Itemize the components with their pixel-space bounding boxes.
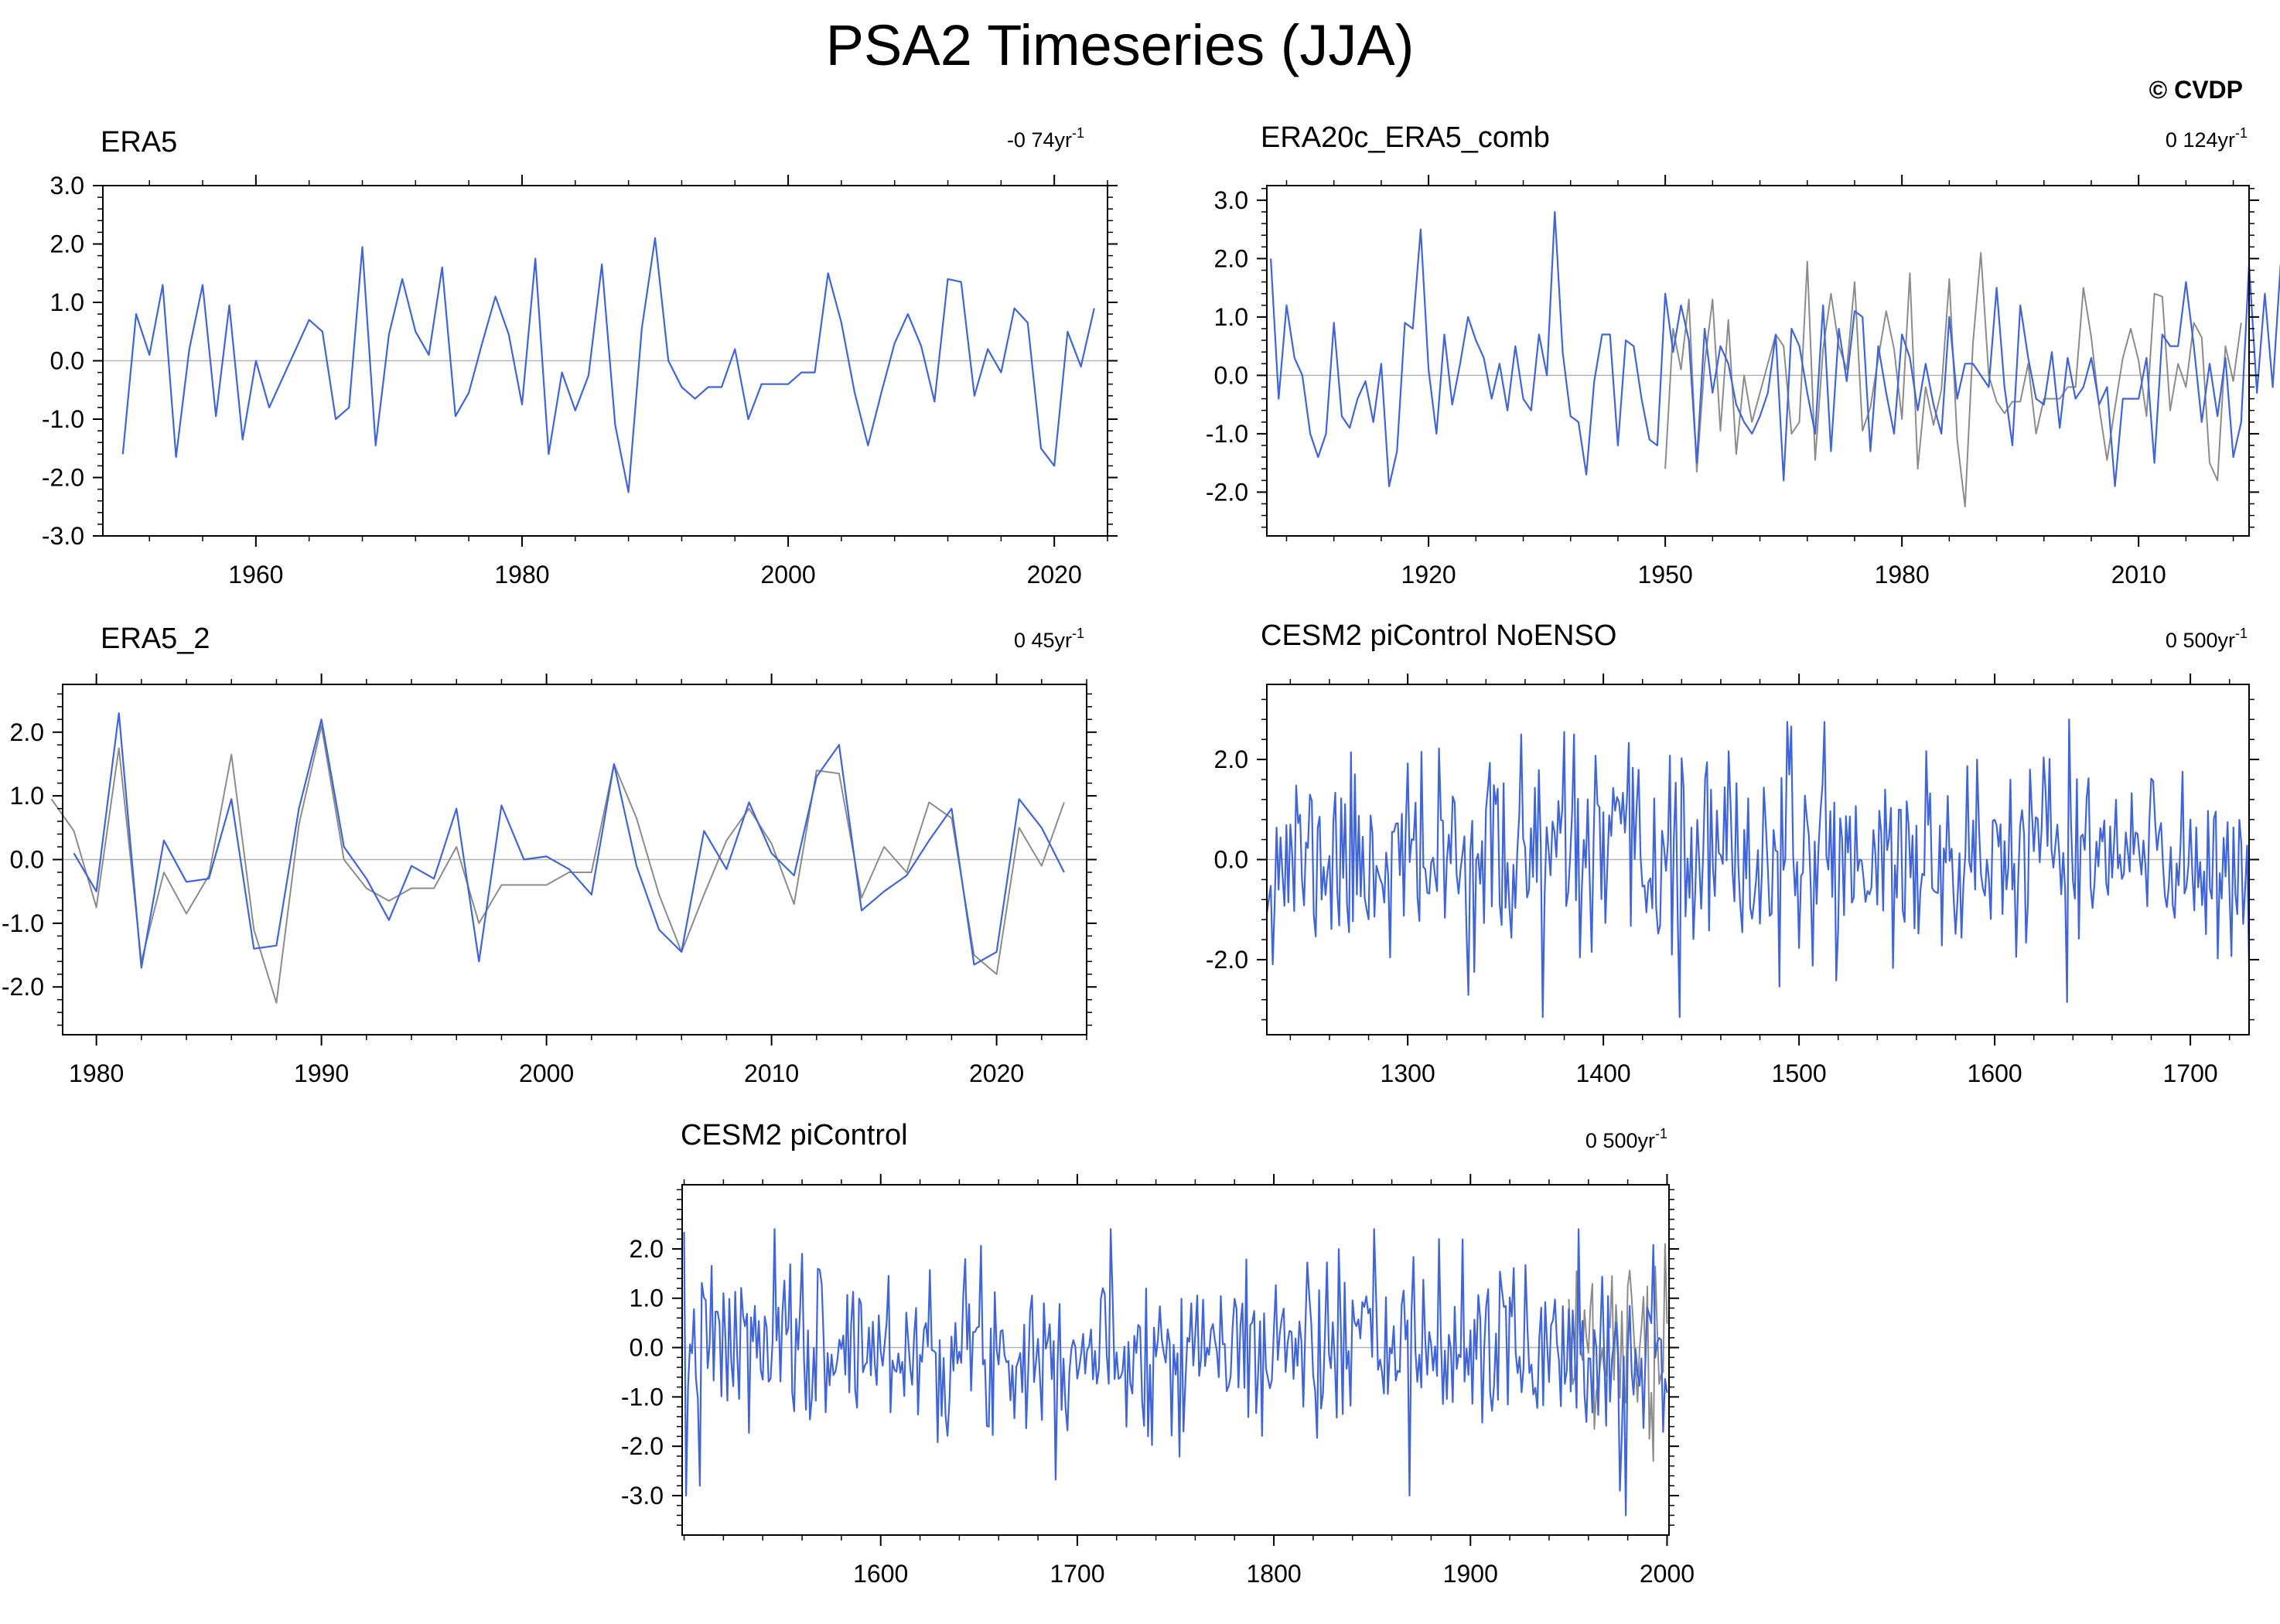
- x-tick-label: 1300: [1381, 1059, 1435, 1087]
- panel-title: ERA20c_ERA5_comb: [1261, 121, 1550, 154]
- trend-label: 0 500yr-1: [2166, 626, 2248, 652]
- series-line-model: [1270, 210, 2280, 487]
- panel-title: ERA5: [101, 126, 177, 159]
- series-line-model: [683, 1228, 1668, 1517]
- series-line-obs: [1568, 1243, 1668, 1462]
- panel-cesm2-picontrol-noenso: CESM2 piControl NoENSO 0 500yr-1 -2.0 0.0…: [1206, 619, 2259, 1087]
- y-tick-label: 2.0: [10, 718, 44, 746]
- y-tick-label: -2.0: [621, 1432, 664, 1460]
- y-tick-label: 0.0: [50, 347, 84, 375]
- series-line-model: [73, 712, 1065, 969]
- y-tick-label: 1.0: [630, 1285, 664, 1312]
- x-tick-label: 1500: [1772, 1059, 1827, 1087]
- y-tick-label: 0.0: [1214, 846, 1248, 874]
- y-tick-label: 1.0: [1214, 303, 1248, 331]
- panel-cesm2-picontrol: CESM2 piControl 0 500yr-1 -3.0 -2.0 -1.0 0.…: [621, 1119, 1695, 1588]
- y-tick-label: -1.0: [42, 405, 84, 433]
- y-tick-label: 0.0: [10, 846, 44, 874]
- x-tick-label: 2020: [969, 1059, 1024, 1087]
- y-tick-label: 2.0: [1214, 244, 1248, 272]
- panel-title: ERA5_2: [101, 623, 210, 655]
- panel-title: CESM2 piControl NoENSO: [1261, 619, 1616, 652]
- y-tick-label: 2.0: [1214, 745, 1248, 773]
- x-tick-label: 1900: [1443, 1560, 1498, 1588]
- y-tick-label: -2.0: [1206, 478, 1248, 506]
- y-tick-label: -3.0: [42, 522, 84, 550]
- x-tick-label: 1950: [1638, 561, 1693, 589]
- y-tick-label: 2.0: [50, 230, 84, 258]
- x-tick-label: 1920: [1401, 561, 1456, 589]
- x-tick-label: 1980: [494, 561, 549, 589]
- x-tick-label: 2000: [519, 1059, 574, 1087]
- y-tick-label: -2.0: [2, 973, 44, 1001]
- y-tick-label: 2.0: [630, 1235, 664, 1263]
- trend-label: 0 500yr-1: [1585, 1126, 1667, 1152]
- x-tick-label: 1600: [1968, 1059, 2022, 1087]
- series-line-model: [121, 237, 1095, 493]
- plot-frame: [1266, 185, 2250, 537]
- trend-label: 0 45yr-1: [1014, 626, 1084, 652]
- panel-era20c-era5-comb: ERA20c_ERA5_comb 0 124yr-1 -2.0 -1.0 0.0 1.…: [1206, 121, 2280, 589]
- y-tick-label: 3.0: [1214, 186, 1248, 214]
- figure-title: PSA2 Timeseries (JJA): [826, 13, 1415, 77]
- y-tick-label: 0.0: [1214, 361, 1248, 389]
- panel-era5-2: ERA5_2 0 45yr-1 -2.0 -1.0 0.0 1.0 2.0 1980 199…: [2, 623, 1097, 1087]
- y-tick-label: 0.0: [630, 1334, 664, 1362]
- series-line-obs: [1664, 251, 2242, 508]
- panel-era5: ERA5 -0 74yr-1 -3.0 -2.0 -1.0 0.0 1.0 2.0 3.0 1…: [42, 125, 1118, 589]
- x-tick-label: 1960: [228, 561, 283, 589]
- x-tick-label: 2000: [760, 561, 815, 589]
- y-tick-label: -1.0: [621, 1383, 664, 1411]
- x-tick-label: 2000: [1640, 1560, 1695, 1588]
- x-tick-label: 2020: [1027, 561, 1082, 589]
- series-line-model: [1265, 718, 2251, 1018]
- y-tick-label: 1.0: [10, 782, 44, 810]
- trend-label: 0 124yr-1: [2166, 125, 2248, 152]
- trend-label: -0 74yr-1: [1007, 125, 1084, 152]
- x-tick-label: 1800: [1246, 1560, 1301, 1588]
- y-tick-label: -1.0: [1206, 420, 1248, 448]
- y-tick-label: -2.0: [42, 464, 84, 492]
- plot-frame: [681, 1184, 1670, 1536]
- x-tick-label: 1600: [853, 1560, 908, 1588]
- x-tick-label: 1700: [2163, 1059, 2218, 1087]
- x-tick-label: 2010: [2111, 561, 2166, 589]
- x-tick-label: 1980: [1875, 561, 1930, 589]
- x-tick-label: 1400: [1576, 1059, 1631, 1087]
- x-tick-label: 1990: [294, 1059, 349, 1087]
- y-tick-label: -3.0: [621, 1482, 664, 1510]
- series-line-obs: [50, 725, 1065, 1004]
- y-tick-label: -2.0: [1206, 946, 1248, 974]
- panel-title: CESM2 piControl: [681, 1119, 908, 1151]
- y-tick-label: -1.0: [2, 909, 44, 937]
- x-tick-label: 2010: [744, 1059, 799, 1087]
- x-tick-label: 1980: [69, 1059, 124, 1087]
- x-tick-label: 1700: [1050, 1560, 1104, 1588]
- y-tick-label: 1.0: [50, 288, 84, 316]
- y-tick-label: 3.0: [50, 172, 84, 200]
- watermark: © CVDP: [2149, 76, 2243, 104]
